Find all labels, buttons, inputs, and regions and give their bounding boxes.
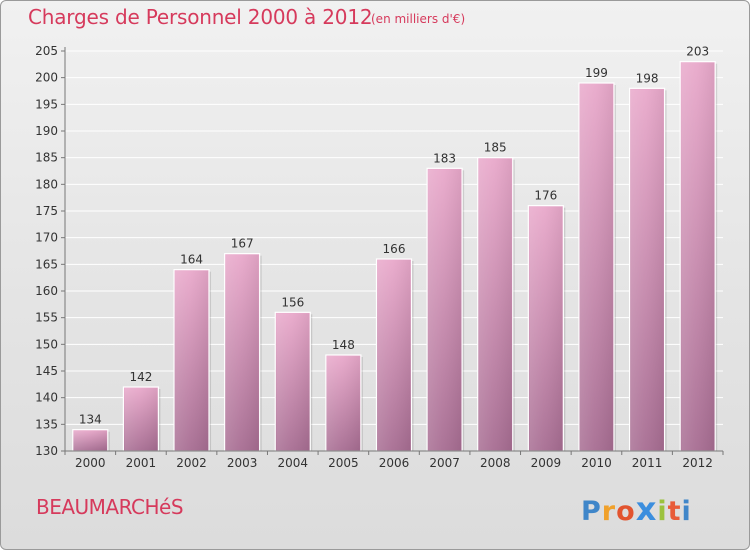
bar-value-label: 185	[484, 141, 507, 155]
x-tick-label: 2003	[227, 456, 258, 470]
y-tick-label: 130	[35, 444, 58, 458]
bar-value-label: 199	[585, 66, 608, 80]
y-tick-label: 185	[35, 151, 58, 165]
y-tick-label: 200	[35, 71, 58, 85]
bar-value-label: 142	[129, 370, 152, 384]
bar-value-label: 164	[180, 253, 203, 267]
x-tick-label: 2004	[277, 456, 308, 470]
x-tick-label: 2001	[126, 456, 157, 470]
x-tick-label: 2002	[176, 456, 207, 470]
y-tick-label: 170	[35, 231, 58, 245]
logo-letter: i	[657, 496, 668, 527]
y-tick-label: 155	[35, 311, 58, 325]
bars-layer	[72, 61, 718, 452]
bar-highlight	[681, 62, 715, 452]
bar-value-label: 203	[686, 45, 709, 59]
bar-highlight	[579, 84, 613, 451]
bar-highlight	[124, 388, 158, 451]
logo-letter: r	[601, 496, 617, 527]
bar-highlight	[478, 158, 512, 451]
bar-highlight	[225, 254, 259, 451]
y-tick-label: 140	[35, 391, 58, 405]
x-tick-label: 2000	[75, 456, 106, 470]
proxiti-logo[interactable]: Proxiti	[581, 490, 692, 528]
x-tick-label: 2008	[480, 456, 511, 470]
y-tick-label: 150	[35, 337, 58, 351]
bar-highlight	[175, 270, 209, 451]
bar-value-label: 176	[534, 189, 557, 203]
bar-value-label: 166	[383, 242, 406, 256]
bar-highlight	[276, 313, 310, 451]
logo-letter: o	[616, 496, 636, 527]
chart-title: Charges de Personnel 2000 à 2012	[28, 5, 373, 29]
y-tick-label: 205	[35, 44, 58, 58]
y-tick-label: 165	[35, 257, 58, 271]
chart-subtitle: (en milliers d'€)	[371, 12, 466, 26]
x-tick-label: 2012	[682, 456, 713, 470]
x-tick-label: 2007	[429, 456, 460, 470]
bar-highlight	[529, 206, 563, 451]
bar-highlight	[428, 169, 462, 452]
logo-letter: P	[581, 496, 602, 527]
y-tick-label: 135	[35, 417, 58, 431]
logo-letter: x	[635, 490, 658, 528]
x-tick-label: 2009	[531, 456, 562, 470]
bar-value-label: 156	[281, 295, 304, 309]
x-tick-label: 2011	[632, 456, 663, 470]
x-tick-label: 2005	[328, 456, 359, 470]
y-tick-label: 145	[35, 364, 58, 378]
y-tick-label: 190	[35, 124, 58, 138]
commune-name: BEAUMARCHéS	[36, 495, 184, 519]
logo-letter: i	[681, 496, 692, 527]
bar-value-label: 134	[79, 413, 102, 427]
bar-highlight	[73, 430, 107, 451]
axis-layer: 130 135 140 145 150 155 160 165 170 175 180 185 190 1…	[35, 44, 724, 470]
bar-value-label: 148	[332, 338, 355, 352]
y-tick-label: 160	[35, 284, 58, 298]
bar-value-label: 183	[433, 151, 456, 165]
bar-value-label: 167	[231, 237, 254, 251]
y-tick-label: 175	[35, 204, 58, 218]
x-tick-label: 2006	[379, 456, 410, 470]
bar-highlight	[630, 89, 664, 451]
bar-highlight	[326, 356, 360, 451]
x-tick-label: 2010	[581, 456, 612, 470]
bar-value-label: 198	[636, 71, 659, 85]
bar-highlight	[377, 260, 411, 451]
y-tick-label: 180	[35, 177, 58, 191]
y-tick-label: 195	[35, 97, 58, 111]
logo-letter: t	[667, 496, 682, 527]
labels-layer: 134 142 164 167 156 148 166 183 185 176 199 198 203	[79, 45, 709, 427]
